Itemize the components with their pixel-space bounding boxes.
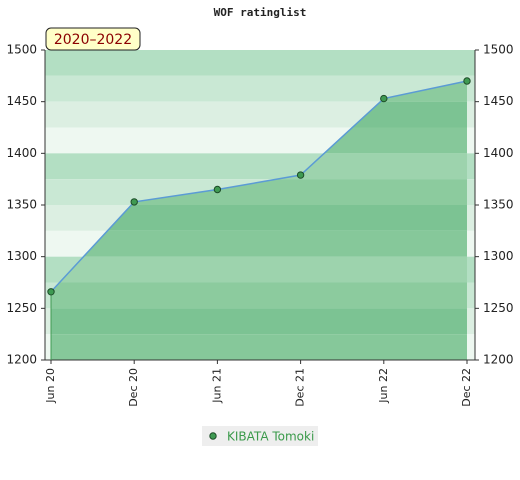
y2-tick-label: 1450: [483, 94, 514, 108]
marker: [380, 94, 388, 103]
stripe: [51, 308, 467, 335]
marker: [47, 288, 55, 296]
legend-marker: [209, 432, 217, 440]
x-tick-label: Dec 20: [127, 368, 140, 407]
y-tick-label: 1500: [6, 43, 37, 57]
chart-title: WOF ratinglist: [214, 6, 307, 19]
legend-label: KIBATA Tomoki: [227, 430, 314, 444]
y2-tick-label: 1400: [483, 146, 514, 160]
y2-tick-label: 1250: [483, 301, 514, 315]
marker: [463, 77, 471, 85]
legend: [202, 426, 318, 446]
y2-tick-label: 1200: [483, 353, 514, 367]
x-tick-label: Dec 22: [460, 368, 473, 407]
y-tick-label: 1300: [6, 249, 37, 263]
y2-tick-label: 1300: [483, 249, 514, 263]
stripe: [51, 282, 467, 309]
y-tick-label: 1350: [6, 198, 37, 212]
y-tick-label: 1400: [6, 146, 37, 160]
x-tick-label: Jun 20: [44, 368, 57, 404]
stripe: [51, 230, 467, 257]
marker: [130, 198, 138, 206]
y-tick-label: 1250: [6, 301, 37, 315]
annotation-box: [45, 27, 141, 51]
x-tick-label: Dec 21: [294, 368, 307, 407]
y-tick-label: 1450: [6, 94, 37, 108]
x-tick-label: Jun 21: [210, 368, 223, 404]
line: [50, 80, 468, 293]
stripe: [51, 256, 467, 283]
stripe: [51, 334, 467, 360]
y2-tick-label: 1500: [483, 43, 514, 57]
y2-tick-label: 1350: [483, 198, 514, 212]
x-tick-label: Jun 22: [377, 368, 390, 404]
y-tick-label: 1200: [6, 353, 37, 367]
marker: [213, 185, 222, 194]
stripe: [45, 50, 475, 76]
plot: 1200 1250 1300 1350 1400 1450 1500 1200 1250 1300…: [6, 43, 513, 407]
annotation: 2020–2022: [54, 32, 132, 48]
marker: [296, 171, 305, 179]
